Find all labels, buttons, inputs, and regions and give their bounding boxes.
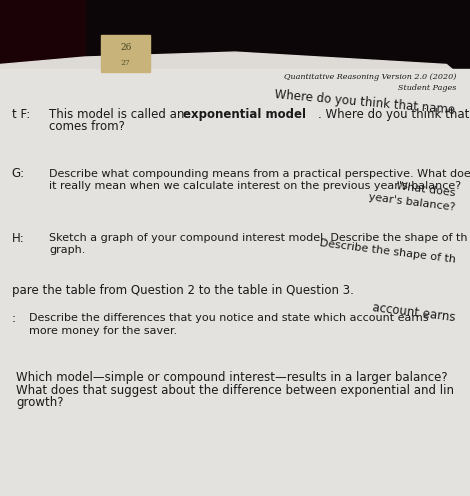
Text: it really mean when we calculate interest on the previous year's balance?: it really mean when we calculate interes… (49, 181, 462, 191)
Text: Where do you think that name: Where do you think that name (274, 88, 456, 117)
Text: year's balance?: year's balance? (368, 191, 456, 212)
Text: account earns: account earns (371, 301, 456, 324)
Text: 27: 27 (121, 59, 131, 66)
Text: comes from?: comes from? (49, 120, 125, 133)
Text: What does that suggest about the difference between exponential and lin: What does that suggest about the differe… (16, 384, 454, 397)
Bar (0, 69, 470, 496)
Text: G:: G: (12, 167, 25, 180)
Text: . Where do you think that name: . Where do you think that name (318, 108, 470, 121)
Text: :: : (12, 312, 16, 325)
Text: Describe what compounding means from a practical perspective. What doe: Describe what compounding means from a p… (49, 169, 470, 179)
Bar (0, 0, 85, 64)
Text: What does: What does (396, 181, 456, 198)
Text: Sketch a graph of your compound interest model. Describe the shape of th: Sketch a graph of your compound interest… (49, 233, 468, 243)
Text: graph.: graph. (49, 246, 86, 255)
Bar (101, 35, 150, 72)
Text: more money for the saver.: more money for the saver. (29, 326, 177, 336)
Text: H:: H: (12, 232, 24, 245)
Text: Quantitative Reasoning Version 2.0 (2020): Quantitative Reasoning Version 2.0 (2020… (283, 73, 456, 81)
Text: Describe the shape of th: Describe the shape of th (319, 238, 456, 265)
Text: exponential model: exponential model (183, 108, 306, 121)
Polygon shape (0, 52, 470, 496)
Text: pare the table from Question 2 to the table in Question 3.: pare the table from Question 2 to the ta… (12, 284, 353, 297)
Text: Which model—simple or compound interest—results in a larger balance?: Which model—simple or compound interest—… (16, 372, 448, 384)
Text: Describe the differences that you notice and state which account earns: Describe the differences that you notice… (29, 313, 429, 323)
Text: 26: 26 (120, 43, 132, 52)
Text: t F:: t F: (12, 108, 30, 121)
Text: This model is called an: This model is called an (49, 108, 188, 121)
Text: Student Pages: Student Pages (398, 84, 456, 92)
Text: growth?: growth? (16, 396, 64, 409)
